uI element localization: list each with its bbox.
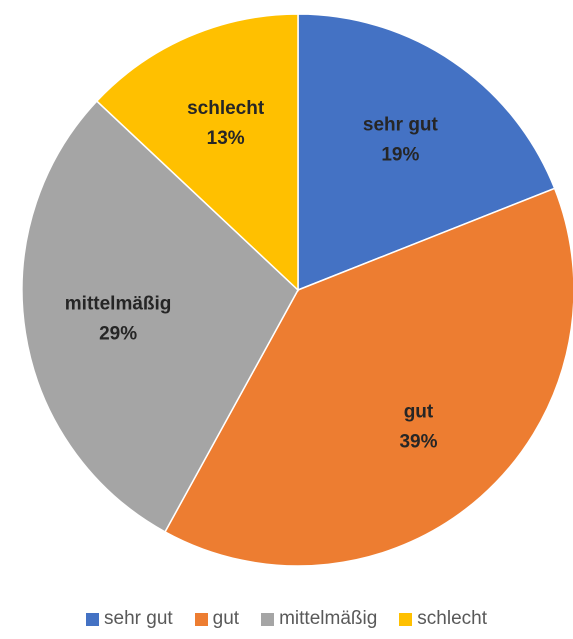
legend-item: schlecht <box>399 608 487 630</box>
legend-item: mittelmäßig <box>261 608 377 630</box>
legend-item: gut <box>194 608 240 630</box>
chart: sehr gut 19% gut 39% mittelmäßig 29% schlecht 1… <box>21 13 573 567</box>
legend-swatch <box>86 612 100 626</box>
legend-swatch <box>261 612 275 626</box>
pie-slice <box>164 187 573 567</box>
slice-label: mittelmäßig <box>65 294 172 315</box>
slice-value-label: 29% <box>99 324 137 345</box>
slice-label: gut <box>404 402 434 423</box>
legend-swatch <box>399 612 413 626</box>
legend-label: sehr gut <box>104 608 173 629</box>
slice-value-label: 19% <box>381 144 419 165</box>
pie-slice <box>21 100 299 533</box>
legend-label: gut <box>212 608 240 629</box>
slice-value-label: 13% <box>207 128 245 149</box>
pie-slice <box>95 13 299 292</box>
slice-label: sehr gut <box>363 114 439 135</box>
legend-label: mittelmäßig <box>279 608 378 629</box>
legend-swatch <box>194 612 208 626</box>
legend-item: sehr gut <box>86 608 173 630</box>
slice-label: schlecht <box>187 98 265 119</box>
slice-value-label: 39% <box>399 432 437 453</box>
legend: sehr gut gut mittelmäßig schlecht <box>0 608 573 630</box>
legend-label: schlecht <box>417 608 487 629</box>
pie-slice <box>297 13 556 292</box>
